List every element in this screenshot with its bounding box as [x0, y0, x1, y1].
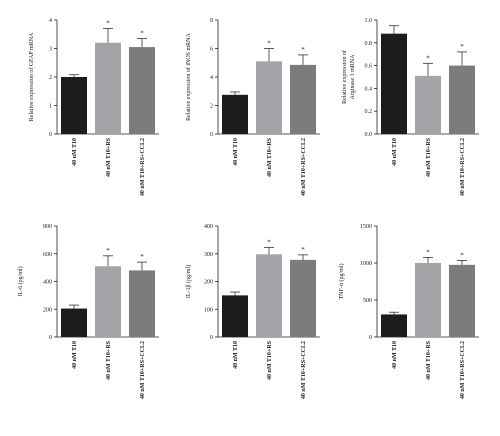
bar-3: [129, 47, 155, 135]
y-tick-label: 1500: [360, 224, 372, 230]
significance-star: *: [460, 43, 464, 51]
y-tick-label: 0.2: [365, 109, 373, 115]
category-label: 40 nM T10+RS: [267, 137, 273, 177]
y-tick-label: 8: [210, 18, 213, 24]
y-tick-label: 400: [204, 224, 213, 230]
significance-star: *: [267, 238, 271, 246]
y-tick-label: 200: [43, 307, 52, 313]
category-label: 40 nM T10: [72, 138, 78, 166]
category-label: 40 nM T10+RS+CCL2: [140, 341, 146, 399]
y-tick-label: 4: [49, 18, 52, 24]
y-tick-label: 0: [49, 335, 52, 341]
significance-star: *: [426, 54, 430, 62]
category-label: 40 nM T10: [392, 138, 398, 166]
y-tick-label: 0: [210, 132, 213, 138]
chart-panel-6: 0 500 1000 1500 TNF-α (pg/ml) 40 nM T10 * 40 nM…: [338, 224, 479, 399]
category-label: 40 nM T10+RS+CCL2: [460, 138, 466, 196]
y-axis-label: Relative expression of GFAP mRNA: [28, 32, 35, 121]
y-tick-label: 200: [204, 280, 213, 286]
category-label: 40 nM T10+RS: [426, 137, 432, 177]
chart-panel-1: 0 1 2 3 4 Relative expression of GFAP mRNA 40 …: [28, 18, 159, 196]
category-label: 40 nM T10: [392, 341, 398, 369]
y-axis-label: Relative expression of iNOS mRNA: [185, 33, 192, 121]
bar-3: [449, 264, 475, 337]
y-tick-label: 1.0: [365, 18, 373, 24]
category-label: 40 nM T10: [72, 341, 78, 369]
category-label: 40 nM T10+RS+CCL2: [301, 341, 307, 399]
significance-star: *: [426, 248, 430, 256]
bar-2: [95, 42, 121, 134]
chart-panel-3: 0.0 0.2 0.4 0.6 0.8 1.0 Relative expression of…: [341, 18, 479, 196]
bar-2: [415, 75, 441, 134]
y-tick-label: 6: [210, 47, 213, 53]
bar-1: [381, 33, 407, 134]
bar-3: [290, 259, 316, 337]
chart-panel-4: 0 200 400 600 800 IL-6 (pg/ml) 40 nM T10 * 40 nM…: [17, 224, 159, 399]
category-label: 40 nM T10+RS+CCL2: [460, 341, 466, 399]
bar-3: [129, 270, 155, 337]
significance-star: *: [140, 30, 144, 38]
y-tick-label: 1: [49, 104, 52, 110]
significance-star: *: [140, 253, 144, 261]
category-label: 40 nM T10+RS+CCL2: [301, 138, 307, 196]
bar-1: [381, 314, 407, 337]
bar-3: [290, 64, 316, 134]
y-tick-label: 600: [43, 252, 52, 258]
y-axis-label: TNF-α (pg/ml): [338, 264, 345, 300]
significance-star: *: [267, 40, 271, 48]
bar-1: [222, 295, 248, 337]
category-label: 40 nM T10: [233, 138, 239, 166]
y-tick-label: 800: [43, 224, 52, 230]
y-axis-label: Relative expression of Arginase 1 mRNA: [341, 50, 356, 104]
y-tick-label: 500: [363, 298, 372, 304]
y-tick-label: 0: [210, 335, 213, 341]
bar-3: [449, 65, 475, 134]
chart-panel-5: 0 100 200 300 400 IL-1β (pg/ml) 40 nM T10 * 40 n…: [185, 224, 320, 399]
y-tick-label: 0: [369, 335, 372, 341]
bar-1: [61, 77, 87, 134]
category-label: 40 nM T10: [233, 341, 239, 369]
significance-star: *: [301, 46, 305, 54]
y-tick-label: 300: [204, 252, 213, 258]
bar-2: [95, 266, 121, 337]
y-tick-label: 100: [204, 307, 213, 313]
y-tick-label: 0.8: [365, 41, 373, 47]
y-tick-label: 0.0: [365, 132, 373, 138]
category-label: 40 nM T10+RS: [106, 137, 112, 177]
significance-star: *: [106, 247, 110, 255]
y-tick-label: 2: [49, 75, 52, 81]
y-axis-label: IL-6 (pg/ml): [17, 266, 24, 296]
significance-star: *: [106, 20, 110, 28]
significance-star: *: [301, 246, 305, 254]
y-axis-label: IL-1β (pg/ml): [185, 265, 192, 298]
bar-1: [61, 308, 87, 337]
y-tick-label: 3: [49, 47, 52, 53]
y-tick-label: 400: [43, 280, 52, 286]
category-label: 40 nM T10+RS: [106, 340, 112, 380]
bar-1: [222, 94, 248, 134]
bar-2: [256, 254, 282, 337]
y-tick-label: 0: [49, 132, 52, 138]
y-tick-label: 0.6: [365, 64, 373, 70]
category-label: 40 nM T10+RS+CCL2: [140, 138, 146, 196]
category-label: 40 nM T10+RS: [426, 340, 432, 380]
bar-2: [415, 263, 441, 337]
y-tick-label: 0.4: [365, 86, 373, 92]
category-label: 40 nM T10+RS: [267, 340, 273, 380]
y-tick-label: 1000: [360, 261, 372, 267]
significance-star: *: [460, 251, 464, 259]
y-tick-label: 4: [210, 75, 213, 81]
chart-panel-2: 0 2 4 6 8 Relative expression of iNOS mRNA 40 …: [185, 18, 320, 196]
bar-2: [256, 61, 282, 135]
y-tick-label: 2: [210, 104, 213, 110]
